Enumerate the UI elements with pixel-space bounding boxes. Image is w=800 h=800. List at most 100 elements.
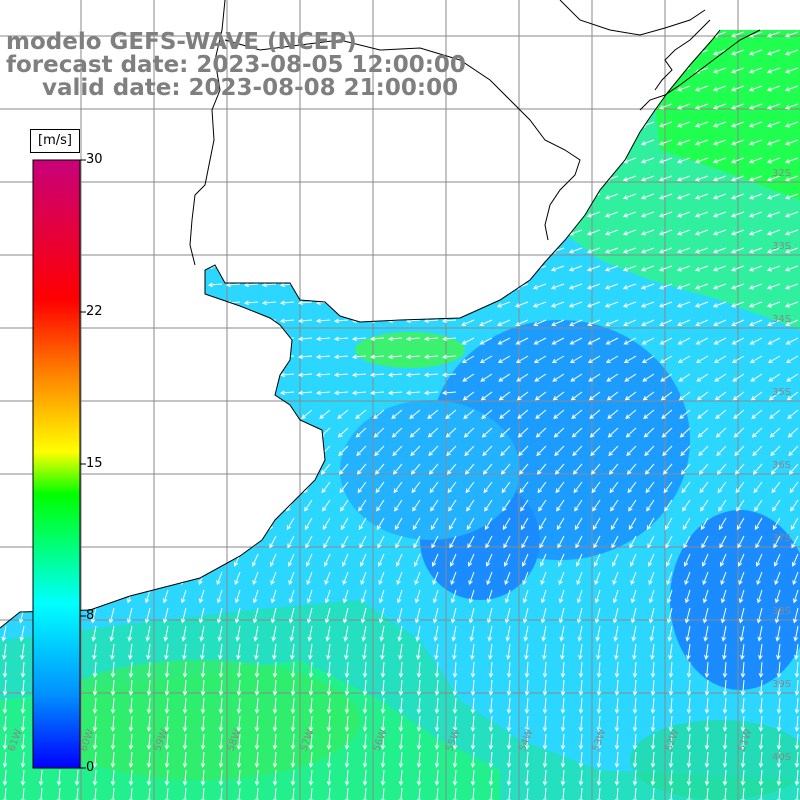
wind-arrow [794, 715, 800, 732]
wind-arrow [560, 751, 566, 768]
wind-arrow [308, 679, 314, 696]
wind-arrow [398, 679, 404, 696]
wind-arrow [9, 120, 25, 126]
wind-arrow [700, 499, 709, 512]
wind-arrow [83, 13, 96, 17]
wind-arrow [787, 409, 799, 419]
wind-arrow [308, 751, 314, 768]
wind-arrow [524, 715, 530, 732]
wind-arrow [135, 138, 151, 144]
wind-arrow [243, 264, 259, 270]
wind-arrow [784, 175, 799, 182]
wind-arrow [333, 120, 349, 126]
wind-arrow [568, 193, 583, 200]
wind-arrow [532, 175, 547, 182]
wind-arrow [481, 427, 493, 438]
wind-arrow [301, 409, 313, 419]
wind-arrow [85, 409, 97, 419]
wind-arrow [99, 156, 115, 162]
wind-arrow [643, 409, 655, 419]
wind-arrow [441, 228, 457, 234]
wind-arrow [405, 336, 421, 342]
wind-arrow [290, 697, 296, 714]
wind-arrow [640, 247, 655, 254]
wind-arrow [0, 246, 7, 252]
wind-arrow [279, 300, 295, 306]
wind-arrow [667, 625, 673, 642]
wind-arrow [514, 49, 529, 56]
wind-arrow [200, 769, 206, 786]
wind-arrow [215, 535, 223, 549]
wind-arrow [326, 661, 332, 678]
wind-arrow [568, 301, 583, 308]
wind-arrow [315, 246, 331, 252]
wind-arrow [189, 264, 205, 270]
wind-arrow [478, 265, 493, 272]
wind-arrow [731, 319, 745, 327]
wind-arrow [680, 463, 691, 475]
wind-arrow [0, 13, 6, 17]
wind-arrow [189, 246, 205, 252]
wind-arrow [9, 372, 25, 378]
wind-arrow [117, 264, 133, 270]
wind-arrow [99, 372, 115, 378]
wind-arrow [0, 264, 7, 270]
wind-arrow [45, 102, 61, 108]
wind-arrow [696, 373, 709, 382]
wind-arrow [441, 318, 457, 324]
wind-arrow [650, 643, 655, 660]
wind-arrow [117, 300, 133, 306]
wind-arrow [142, 499, 151, 512]
wind-arrow [153, 228, 169, 234]
wind-arrow [750, 391, 763, 401]
lat-label: 32S [772, 168, 791, 179]
wind-arrow [161, 535, 169, 549]
wind-arrow [272, 751, 278, 768]
wind-arrow [479, 337, 493, 345]
wind-arrow [155, 13, 168, 17]
wind-arrow [560, 769, 566, 786]
wind-arrow [128, 697, 134, 714]
wind-arrow [470, 733, 476, 750]
wind-arrow [757, 625, 763, 642]
wind-arrow [768, 373, 781, 382]
wind-arrow [794, 787, 800, 800]
wind-arrow [786, 373, 799, 382]
wind-arrow [485, 535, 493, 549]
wind-arrow [676, 211, 691, 218]
wind-arrow [496, 301, 511, 308]
wind-arrow [297, 138, 313, 144]
wind-arrow [537, 481, 547, 494]
wind-arrow [99, 210, 115, 216]
wind-arrow [302, 463, 313, 475]
wind-arrow [164, 643, 169, 660]
wind-arrow [74, 787, 80, 800]
wind-arrow [496, 247, 511, 254]
wind-arrow [414, 571, 421, 586]
wind-arrow [488, 787, 494, 800]
wind-arrow [373, 427, 385, 438]
wind-arrow [560, 733, 566, 750]
wind-arrow [398, 661, 404, 678]
wind-arrow [686, 769, 692, 786]
wind-arrow [568, 49, 583, 56]
wind-arrow [81, 390, 97, 396]
wind-arrow [153, 390, 169, 396]
wind-arrow [92, 751, 98, 768]
wind-arrow [560, 661, 566, 678]
wind-arrow [523, 625, 529, 642]
wind-arrow [740, 715, 746, 732]
wind-arrow [659, 337, 673, 345]
wind-arrow [478, 103, 493, 110]
latitude-labels: 32S 33S 34S 35S 36S 37S 38S 39S 40S [772, 168, 791, 763]
wind-arrow [299, 13, 312, 17]
wind-arrow [279, 372, 295, 378]
wind-arrow [99, 138, 115, 144]
wind-arrow [99, 390, 115, 396]
wind-arrow [630, 571, 637, 586]
wind-arrow [550, 121, 565, 128]
wind-arrow [434, 697, 440, 714]
wind-arrow [395, 535, 403, 549]
wind-arrow [748, 85, 763, 92]
wind-arrow [434, 751, 440, 768]
